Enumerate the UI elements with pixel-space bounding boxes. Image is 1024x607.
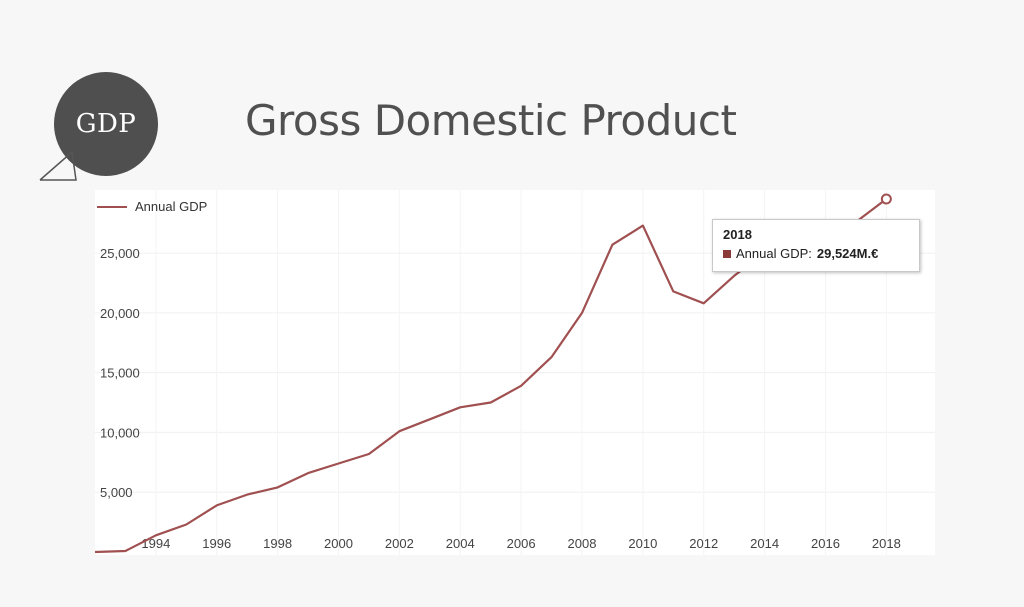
tooltip-label: Annual GDP: — [736, 246, 812, 261]
x-tick-label: 2018 — [872, 536, 901, 551]
y-tick-label: 10,000 — [100, 425, 140, 440]
tooltip-value: 29,524M.€ — [816, 246, 879, 261]
tooltip-title: 2018 — [723, 227, 752, 242]
highlighted-point-2018[interactable] — [880, 193, 892, 205]
logo-circle: GDP — [54, 72, 158, 176]
y-tick-label: 25,000 — [100, 246, 140, 261]
x-tick-label: 2008 — [568, 536, 597, 551]
legend-label: Annual GDP — [135, 199, 208, 214]
x-tick-label: 2004 — [446, 536, 475, 551]
legend-line-swatch — [97, 205, 127, 208]
x-tick-label: 2012 — [689, 536, 718, 551]
chart-grid — [95, 190, 935, 555]
x-tick-label: 2006 — [507, 536, 536, 551]
y-tick-label: 15,000 — [100, 366, 140, 381]
y-tick-label: 20,000 — [100, 306, 140, 321]
chart-tooltip: 2018 Annual GDP: 29,524M.€ — [712, 219, 920, 272]
x-tick-label: 1996 — [202, 536, 231, 551]
speech-tail-icon — [39, 150, 77, 181]
gdp-chart: 5,000 10,000 15,000 20,000 25,000 1994 1996 19… — [95, 190, 935, 555]
y-axis-ticks: 5,000 10,000 15,000 20,000 25,000 — [100, 246, 140, 500]
x-tick-label: 2002 — [385, 536, 414, 551]
logo-text: GDP — [75, 109, 137, 139]
y-tick-label: 5,000 — [100, 485, 133, 500]
tooltip-row: Annual GDP: 29,524M.€ — [723, 246, 909, 261]
gdp-logo: GDP — [38, 72, 163, 182]
x-tick-label: 1994 — [141, 536, 170, 551]
x-tick-label: 1998 — [263, 536, 292, 551]
x-axis-ticks: 1994 1996 1998 2000 2002 2004 2006 2008 2010 2012… — [141, 536, 900, 551]
x-tick-label: 2000 — [324, 536, 353, 551]
x-tick-label: 2016 — [811, 536, 840, 551]
x-tick-label: 2010 — [628, 536, 657, 551]
chart-legend[interactable]: Annual GDP — [97, 199, 207, 214]
x-tick-label: 2014 — [750, 536, 779, 551]
tooltip-swatch — [723, 249, 731, 258]
page-title: Gross Domestic Product — [245, 96, 737, 145]
